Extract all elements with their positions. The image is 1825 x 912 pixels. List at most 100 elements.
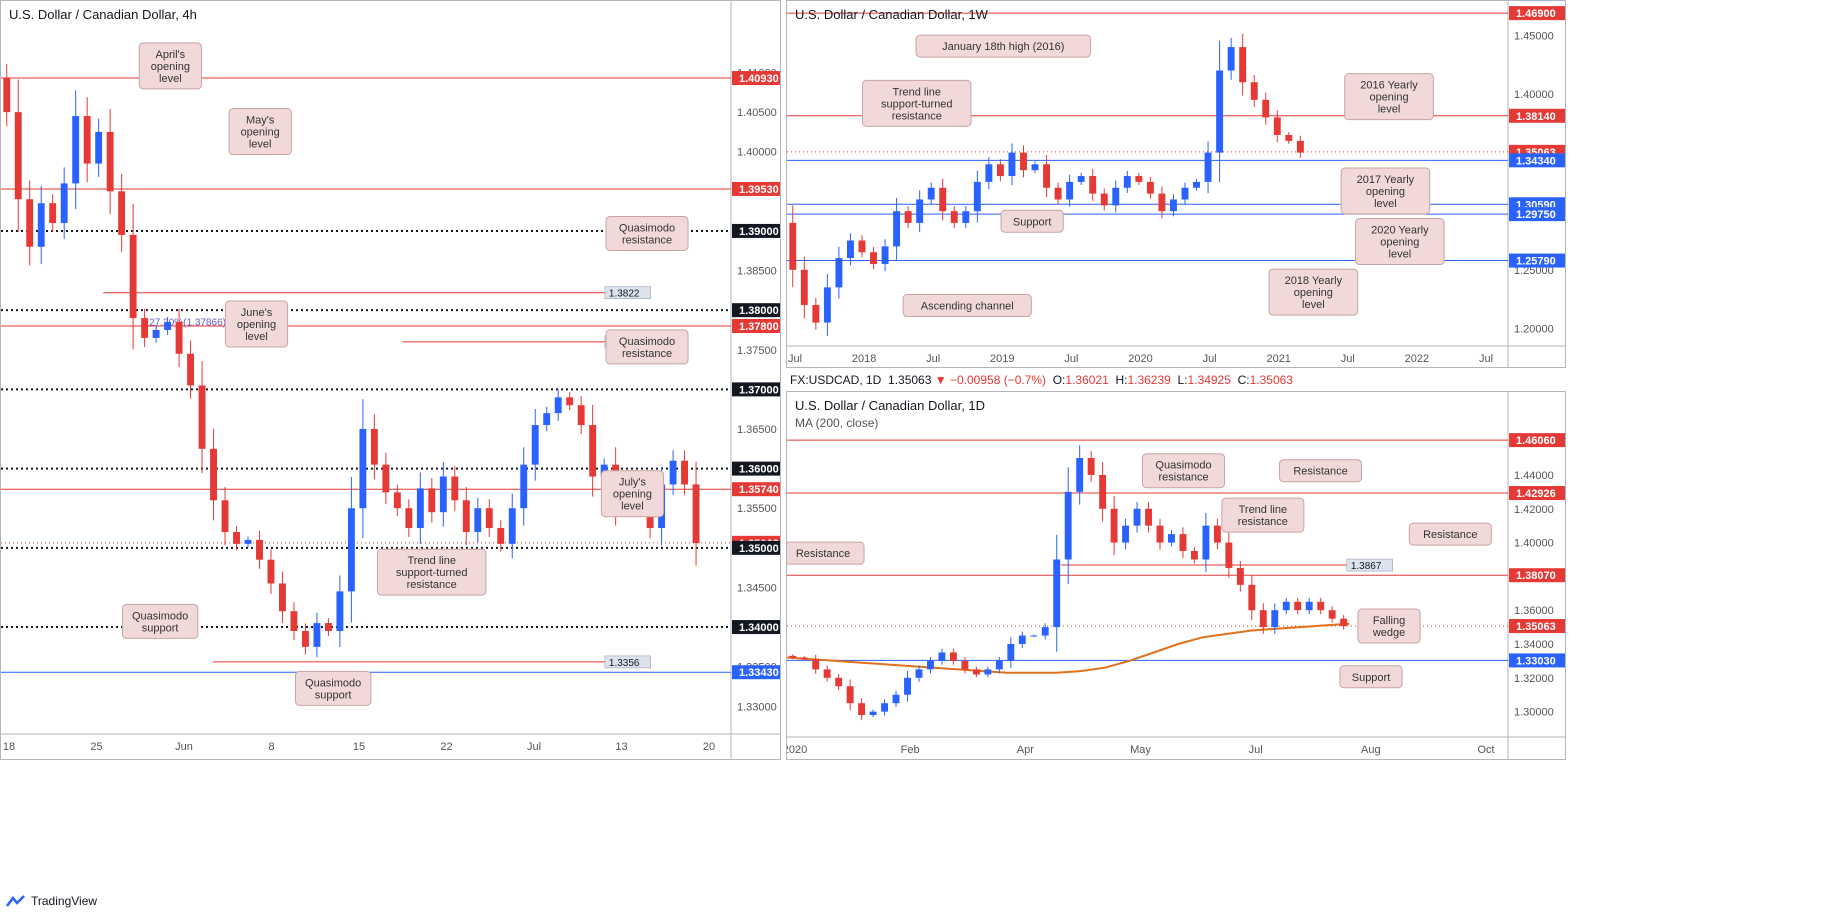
price-tag-bg xyxy=(732,620,780,635)
x-tick-label: Apr xyxy=(1017,744,1034,756)
candle-body xyxy=(939,187,947,212)
callout-text: January 18th high (2016) xyxy=(942,41,1064,53)
price-tag-label: 1.33430 xyxy=(739,667,779,679)
x-tick-label: Jun xyxy=(175,741,193,753)
chart-svg-w1[interactable]: 1.200001.250001.300001.350001.400001.450… xyxy=(787,1,1566,368)
x-tick-label: Feb xyxy=(901,744,920,756)
callout-box xyxy=(294,670,372,706)
candle-body xyxy=(210,448,217,501)
candle-body xyxy=(1317,601,1325,611)
price-tag-bg xyxy=(732,665,780,680)
callout-box xyxy=(1000,209,1064,233)
x-tick-label: 18 xyxy=(3,741,15,753)
candle-body xyxy=(881,703,888,712)
candle-body xyxy=(95,131,103,164)
candle-body xyxy=(497,528,505,544)
callout-text: April's xyxy=(156,49,186,61)
y-tick-label: 1.45000 xyxy=(1514,30,1554,42)
candle-body xyxy=(870,252,877,264)
callout-text: Quasimodo xyxy=(1155,460,1211,472)
candle-body xyxy=(800,269,808,305)
price-tag-bg xyxy=(732,540,780,555)
chart-svg-h4[interactable]: 1.330001.335001.340001.345001.350001.355… xyxy=(1,1,781,760)
candle-body xyxy=(1053,559,1061,628)
y-tick-label: 1.40000 xyxy=(1514,538,1554,550)
candle-body xyxy=(152,329,160,338)
y-tick-label: 1.32000 xyxy=(1514,673,1554,685)
chart-title-d1: U.S. Dollar / Canadian Dollar, 1D xyxy=(795,398,986,413)
callout-text: Resistance xyxy=(1423,529,1477,541)
x-tick-label: Jul xyxy=(1479,353,1493,365)
x-tick-label: Jul xyxy=(527,741,541,753)
y-tick-label: 1.36000 xyxy=(1514,605,1554,617)
price-tag-bg xyxy=(1509,486,1565,501)
candle-body xyxy=(789,222,797,270)
last-price: 1.35063 xyxy=(888,373,932,387)
candle-body xyxy=(1020,152,1027,171)
candle-body xyxy=(916,199,924,223)
moving-average-line xyxy=(787,622,1350,674)
chart-panel-d1[interactable]: 1.300001.320001.340001.360001.380001.400… xyxy=(786,391,1566,760)
x-tick-label: 2018 xyxy=(852,353,876,365)
y-tick-label: 1.37500 xyxy=(737,345,777,357)
callout-text: level xyxy=(245,331,268,343)
candle-body xyxy=(1156,525,1164,543)
callout-text: opening xyxy=(613,489,652,501)
callout-text: level xyxy=(1374,198,1397,210)
candle-body xyxy=(370,428,378,465)
price-tag-bg xyxy=(732,71,780,86)
candle-body xyxy=(835,258,843,288)
price-tag-label: 1.42926 xyxy=(1516,488,1556,500)
symbol-info-bar: FX:USDCAD, 1D 1.35063 ▼ −0.00958 (−0.7%)… xyxy=(790,373,1293,387)
candle-body xyxy=(869,711,877,716)
callout-text: Quasimodo xyxy=(305,677,361,689)
candle-body xyxy=(1077,176,1085,182)
x-tick-label: 25 xyxy=(90,741,102,753)
candle-body xyxy=(962,211,970,223)
candle-body xyxy=(927,660,934,670)
chart-panel-w1[interactable]: 1.200001.250001.300001.350001.400001.450… xyxy=(786,0,1566,368)
callout-text: Quasimodo xyxy=(619,336,675,348)
candle-body xyxy=(1133,508,1141,526)
candle-body xyxy=(985,164,993,182)
candle-body xyxy=(1168,534,1175,543)
candle-body xyxy=(1296,140,1304,153)
y-tick-label: 1.34000 xyxy=(1514,639,1554,651)
callout-box xyxy=(787,541,865,565)
x-tick-label: 2020 xyxy=(787,744,807,756)
price-tag-bg xyxy=(732,319,780,334)
candle-body xyxy=(961,660,969,670)
chart-panel-h4[interactable]: 1.330001.335001.340001.345001.350001.355… xyxy=(0,0,781,760)
candle-body xyxy=(812,304,820,323)
chart-svg-d1[interactable]: 1.300001.320001.340001.360001.380001.400… xyxy=(787,392,1566,760)
candle-body xyxy=(393,492,401,509)
candle-body xyxy=(835,677,843,687)
x-tick-label: 2021 xyxy=(1266,353,1290,365)
candle-body xyxy=(474,508,482,532)
callout-text: opening xyxy=(1366,186,1405,198)
callout-text: wedge xyxy=(1372,627,1405,639)
x-tick-label: May xyxy=(1130,744,1151,756)
tradingview-footer[interactable]: TradingView xyxy=(6,894,97,908)
callout-box xyxy=(600,470,665,518)
candle-body xyxy=(1158,193,1166,212)
callout-box xyxy=(228,108,292,156)
price-tag-bg xyxy=(732,482,780,497)
candle-body xyxy=(198,385,206,449)
price-tag-label: 1.39000 xyxy=(739,226,779,238)
candle-body xyxy=(589,425,597,477)
candle-body xyxy=(692,484,700,544)
callout-text: level xyxy=(1302,299,1325,311)
price-tag-label: 1.35063 xyxy=(1516,621,1556,633)
price-tag-bg xyxy=(1509,433,1565,448)
callout-box xyxy=(138,42,202,90)
callout-text: Falling xyxy=(1373,615,1405,627)
callout-box xyxy=(224,300,289,348)
price-tag-label: 1.38000 xyxy=(739,305,779,317)
callout-text: opening xyxy=(1294,287,1333,299)
y-tick-label: 1.40000 xyxy=(1514,89,1554,101)
candle-body xyxy=(313,623,321,647)
candle-body xyxy=(904,211,912,223)
price-tag-label: 1.38140 xyxy=(1516,111,1556,123)
candle-body xyxy=(1340,618,1348,627)
